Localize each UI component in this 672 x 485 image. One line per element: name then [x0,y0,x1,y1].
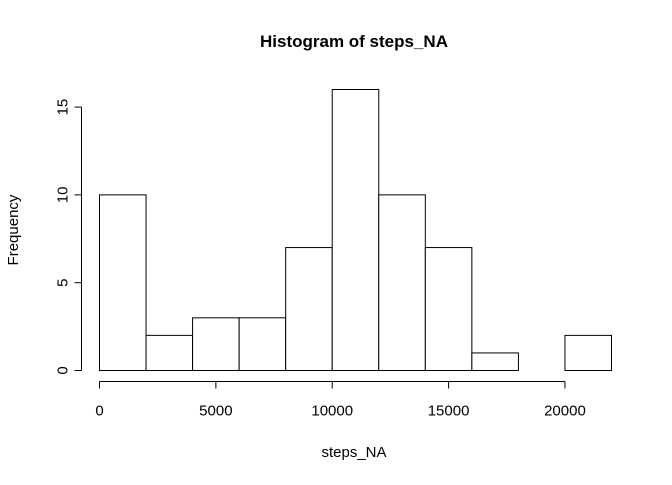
x-axis-label: steps_NA [321,444,386,461]
histogram-bar [424,247,473,371]
chart-title: Histogram of steps_NA [260,32,448,51]
x-tick-label: 5000 [199,403,232,420]
histogram-bar [471,352,519,371]
histogram-bar [285,247,333,371]
histogram-bar [145,334,194,371]
y-axis: 0 5 10 15 [55,99,82,375]
histogram-bar [378,194,426,371]
y-tick-label: 15 [55,99,72,116]
y-axis-label: Frequency [5,194,22,265]
x-tick-label: 20000 [544,403,586,420]
histogram-bar [331,89,380,371]
histogram-bar [99,194,147,371]
histogram-bars [99,89,612,371]
x-tick-label: 0 [95,403,103,420]
x-axis: 0 5000 10000 15000 20000 [95,381,586,420]
histogram-bar [192,317,240,371]
histogram-bar [564,334,612,371]
x-tick-label: 10000 [311,403,353,420]
x-tick-label: 15000 [428,403,470,420]
y-tick-label: 5 [55,279,72,287]
y-tick-label: 10 [55,187,72,204]
y-tick-label: 0 [55,366,72,374]
histogram-bar [238,317,287,371]
